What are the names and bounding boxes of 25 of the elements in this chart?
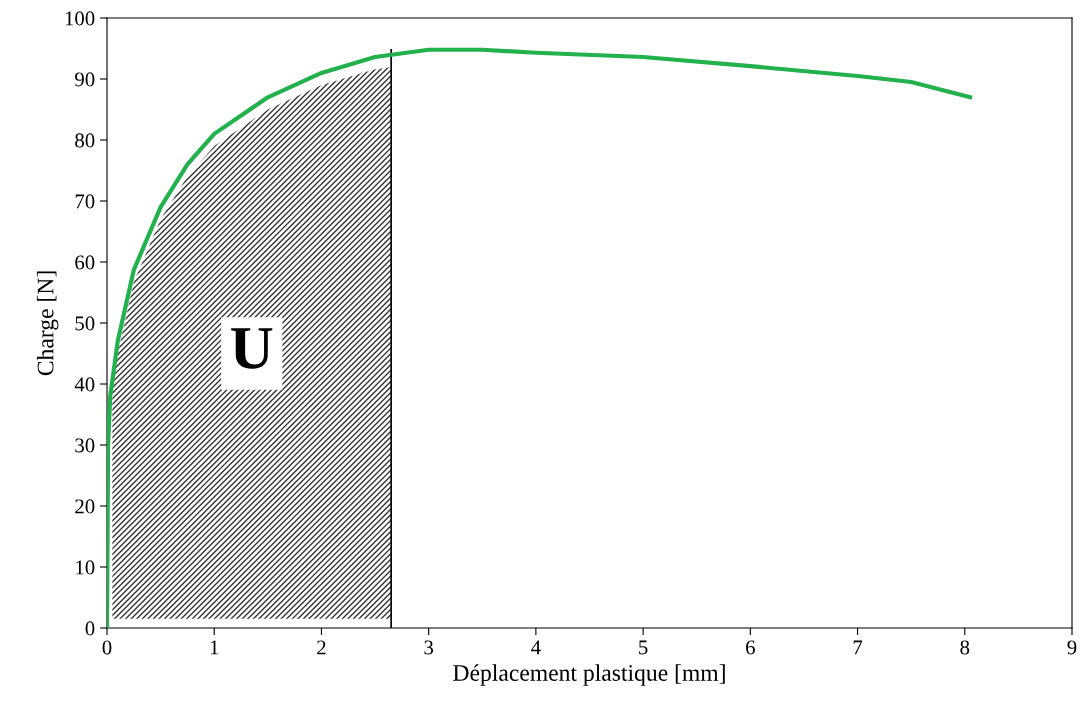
x-tick-label: 8 (960, 640, 970, 655)
y-tick-label: 90 (75, 72, 95, 87)
y-tick-label: 40 (74, 377, 95, 392)
x-tick-label: 1 (210, 640, 219, 655)
x-tick-label: 5 (639, 640, 648, 655)
x-tick-label: 2 (317, 640, 326, 655)
y-tick-label: 20 (75, 499, 95, 514)
x-axis-title: Déplacement plastique [mm] (453, 664, 725, 686)
x-tick-label: 3 (424, 640, 434, 655)
y-tick-label: 80 (75, 133, 95, 148)
y-tick-label: 100 (65, 11, 95, 26)
y-tick-label: 50 (75, 316, 95, 331)
line-series (107, 47, 973, 628)
y-axis-title: Charge [N] (36, 271, 59, 376)
y-tick-label: 60 (75, 255, 95, 270)
y-tick-label: 10 (76, 560, 95, 575)
x-tick-label: 4 (531, 640, 541, 655)
y-tick-label: 30 (75, 438, 95, 453)
y-tick-label: 70 (75, 194, 95, 209)
x-tick-label: 0 (102, 640, 112, 655)
x-tick-label: 6 (746, 640, 755, 655)
x-tick-label: 7 (853, 640, 863, 655)
band-label: U (231, 328, 273, 369)
x-tick-label: 9 (1067, 640, 1077, 655)
y-tick-label: 0 (85, 621, 95, 636)
